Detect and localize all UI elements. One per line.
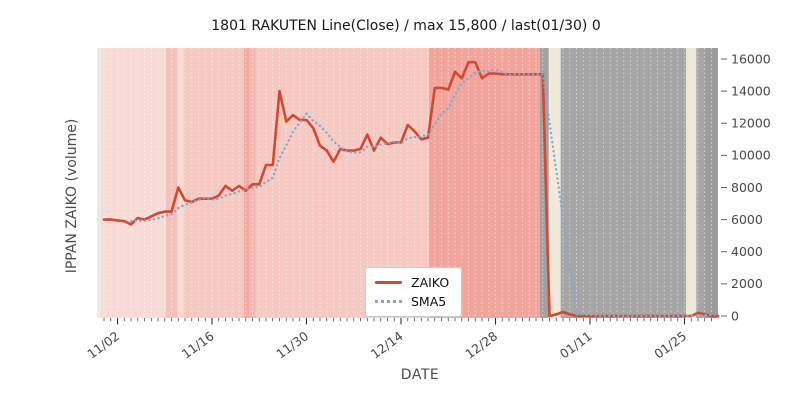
x-tick-label: 01/25 <box>651 328 689 361</box>
background-band <box>183 48 244 318</box>
legend-item-sma5: SMA5 <box>375 292 449 311</box>
background-band <box>177 48 184 318</box>
x-tick-label: 11/30 <box>273 328 311 361</box>
background-band <box>560 48 687 318</box>
y-tick-label: 16000 <box>731 51 771 66</box>
y-tick-label: 0 <box>731 308 739 323</box>
zaiko-line-swatch <box>375 281 402 284</box>
legend-label-zaiko: ZAIKO <box>411 275 450 290</box>
x-tick-label: 12/14 <box>368 328 406 361</box>
chart-title: 1801 RAKUTEN Line(Close) / max 15,800 / … <box>211 18 601 34</box>
sma5-line <box>129 68 720 318</box>
background-band <box>686 48 697 318</box>
y-axis-label: IPPAN ZAIKO (volume) <box>64 118 80 274</box>
y-tick-label: 4000 <box>731 244 763 259</box>
background-band <box>100 48 166 318</box>
x-tick-label: 01/11 <box>557 328 595 361</box>
background-band <box>704 48 718 318</box>
legend-box: ZAIKO SMA5 <box>365 267 463 317</box>
y-tick-label: 10000 <box>731 148 771 163</box>
x-tick-label: 11/02 <box>84 328 122 361</box>
background-band <box>165 48 178 318</box>
y-tick-label: 14000 <box>731 83 771 98</box>
legend-item-zaiko: ZAIKO <box>375 273 449 292</box>
x-axis-label: DATE <box>400 367 440 383</box>
sma5-line-swatch <box>375 300 402 303</box>
background-band <box>97 48 101 318</box>
y-tick-label: 8000 <box>731 180 763 195</box>
background-band <box>548 48 561 318</box>
background-band <box>539 48 549 318</box>
x-tick-label: 12/28 <box>462 328 500 361</box>
background-band <box>243 48 250 318</box>
legend-label-sma5: SMA5 <box>411 294 447 309</box>
y-tick-label: 6000 <box>731 212 763 227</box>
zaiko-line <box>102 60 720 318</box>
y-tick-label: 2000 <box>731 276 763 291</box>
background-band <box>696 48 705 318</box>
x-tick-label: 11/16 <box>179 328 217 361</box>
y-tick-label: 12000 <box>731 116 771 131</box>
